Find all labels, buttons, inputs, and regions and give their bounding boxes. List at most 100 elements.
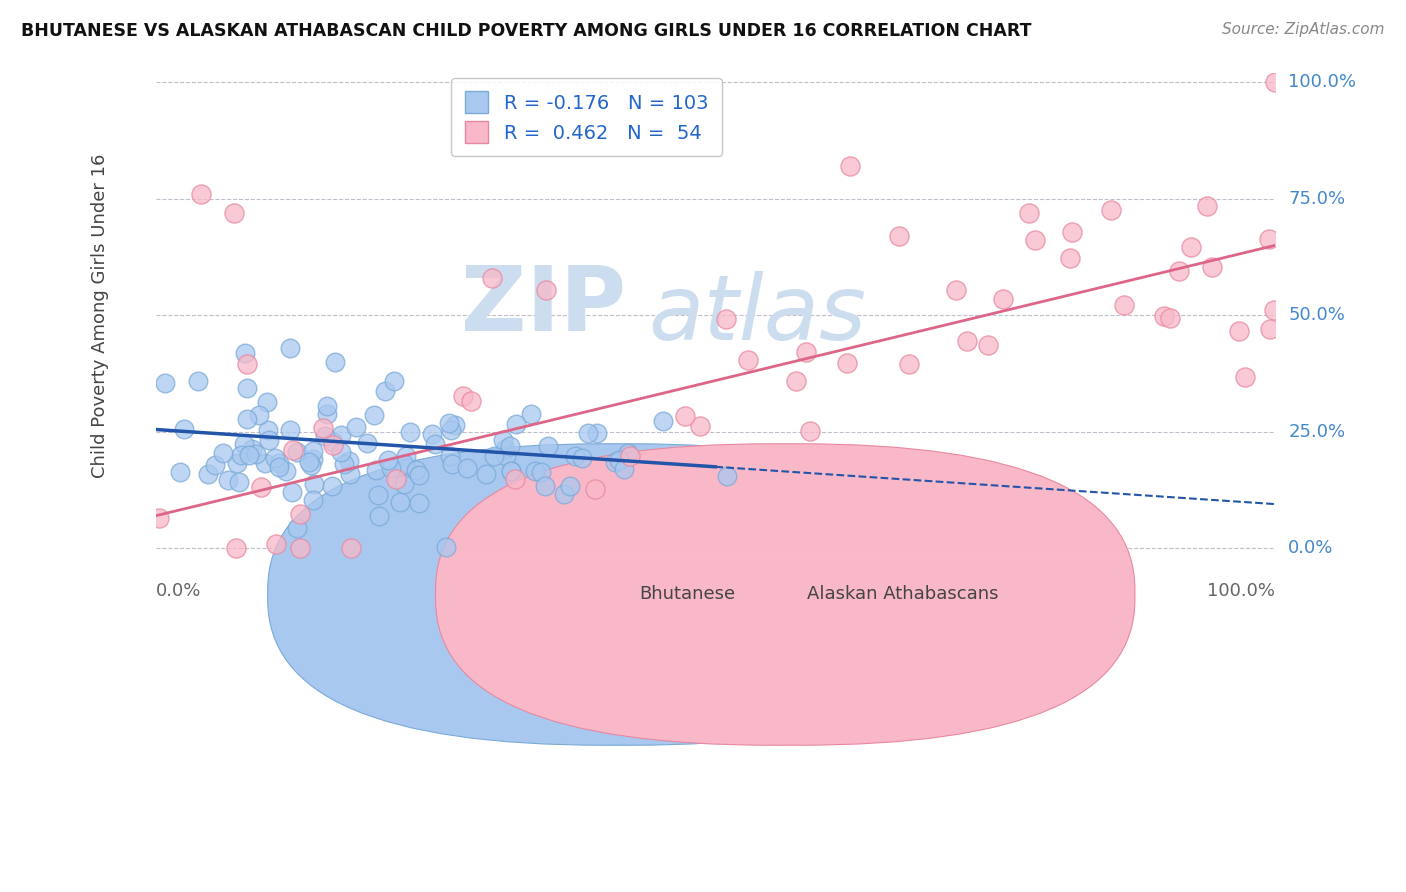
Point <box>322 438 344 452</box>
Point <box>553 487 575 501</box>
Point <box>356 436 378 450</box>
Point <box>440 457 463 471</box>
Point <box>956 334 979 348</box>
Point <box>460 394 482 409</box>
Point <box>492 433 515 447</box>
Point <box>323 355 346 369</box>
Text: Alaskan Athabascans: Alaskan Athabascans <box>807 585 998 603</box>
Text: 75.0%: 75.0% <box>1288 190 1346 208</box>
Point <box>1258 321 1281 335</box>
Point <box>1101 202 1123 217</box>
Point <box>290 507 312 521</box>
Legend: R = -0.176   N = 103, R =  0.462   N =  54: R = -0.176 N = 103, R = 0.462 N = 54 <box>451 78 721 156</box>
Point <box>1059 252 1081 266</box>
Point <box>794 345 817 359</box>
Point <box>451 389 474 403</box>
Point <box>534 283 557 297</box>
Point <box>1180 240 1202 254</box>
Point <box>501 464 523 478</box>
Point <box>1263 302 1285 317</box>
Point <box>897 357 920 371</box>
Point <box>837 355 859 369</box>
Text: Child Poverty Among Girls Under 16: Child Poverty Among Girls Under 16 <box>91 153 108 477</box>
Point <box>169 466 191 480</box>
Point <box>785 375 807 389</box>
Point <box>689 418 711 433</box>
Point <box>148 511 170 525</box>
Point <box>264 450 287 465</box>
Point <box>250 480 273 494</box>
Point <box>384 374 406 388</box>
Point <box>505 417 527 432</box>
Point <box>274 464 297 478</box>
Point <box>236 381 259 395</box>
Point <box>330 444 353 458</box>
Point <box>232 436 254 450</box>
Point <box>368 508 391 523</box>
Point <box>228 475 250 489</box>
Point <box>423 437 446 451</box>
Point <box>392 457 415 471</box>
Point <box>613 462 636 476</box>
Point <box>245 447 267 461</box>
Point <box>339 467 361 481</box>
Point <box>714 311 737 326</box>
Point <box>838 159 860 173</box>
FancyBboxPatch shape <box>436 444 1135 745</box>
Point <box>280 485 302 500</box>
Text: ZIP: ZIP <box>461 261 626 350</box>
Point <box>434 541 457 555</box>
Point <box>288 541 311 556</box>
Point <box>945 283 967 297</box>
Text: 25.0%: 25.0% <box>1288 423 1346 441</box>
Point <box>616 446 638 460</box>
Text: 50.0%: 50.0% <box>1288 306 1346 325</box>
Point <box>253 456 276 470</box>
Point <box>737 352 759 367</box>
Point <box>322 434 344 449</box>
Point <box>374 384 396 398</box>
Point <box>564 449 586 463</box>
Point <box>399 425 422 439</box>
Point <box>337 454 360 468</box>
Point <box>301 492 323 507</box>
Point <box>1227 324 1250 338</box>
Point <box>302 477 325 491</box>
Point <box>285 521 308 535</box>
Text: 100.0%: 100.0% <box>1206 582 1275 600</box>
Point <box>197 467 219 481</box>
Point <box>585 425 607 440</box>
Point <box>363 409 385 423</box>
Point <box>333 457 356 471</box>
Point <box>534 478 557 492</box>
Point <box>302 451 325 466</box>
Point <box>1264 75 1286 89</box>
Point <box>408 496 430 510</box>
Point <box>190 187 212 202</box>
Point <box>607 452 630 467</box>
Point <box>321 478 343 492</box>
Point <box>278 341 301 355</box>
Point <box>392 477 415 491</box>
Text: Bhutanese: Bhutanese <box>640 585 735 603</box>
Point <box>440 423 463 437</box>
Point <box>716 469 738 483</box>
Point <box>619 449 641 463</box>
Point <box>225 541 247 556</box>
Point <box>240 442 263 457</box>
Point <box>344 420 367 434</box>
Point <box>229 448 252 462</box>
Point <box>330 427 353 442</box>
Point <box>1024 233 1046 247</box>
Point <box>267 459 290 474</box>
Point <box>603 455 626 469</box>
Point <box>236 357 259 371</box>
Point <box>530 466 553 480</box>
Point <box>187 374 209 388</box>
Point <box>1060 225 1083 239</box>
Point <box>224 206 246 220</box>
Point <box>367 488 389 502</box>
Point <box>256 394 278 409</box>
Point <box>377 452 399 467</box>
Text: Source: ZipAtlas.com: Source: ZipAtlas.com <box>1222 22 1385 37</box>
